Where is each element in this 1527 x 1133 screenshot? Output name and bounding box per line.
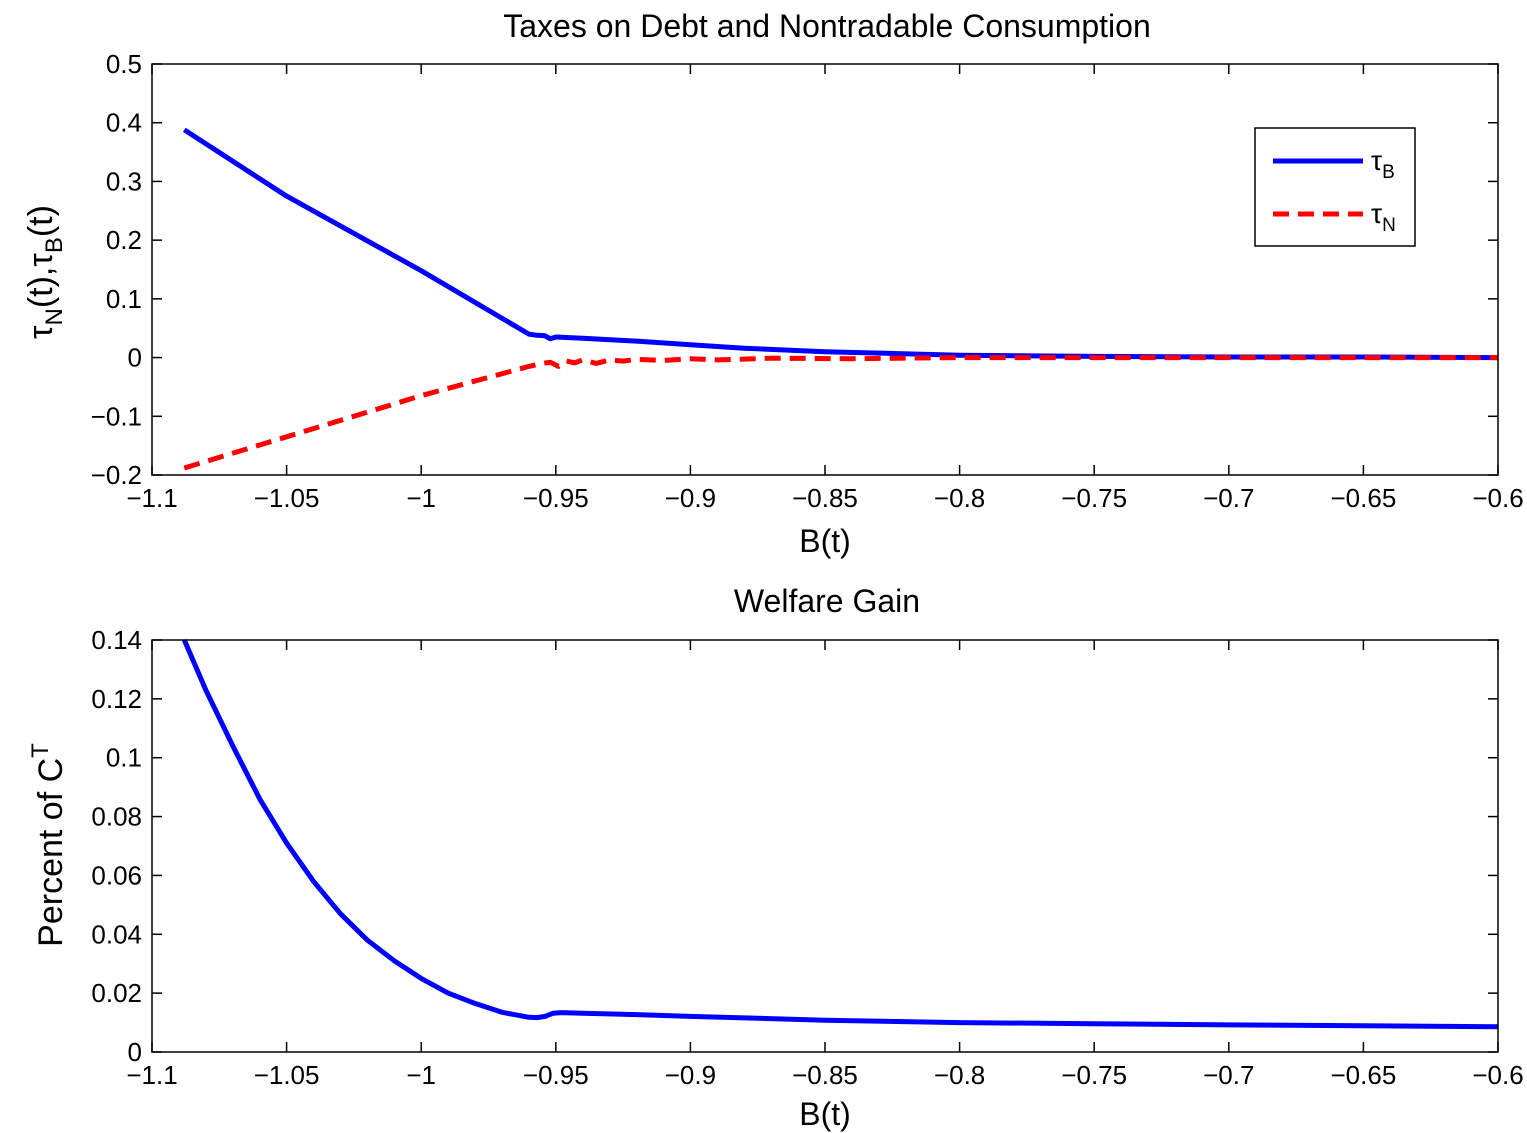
taxes-chart-ytick-label: 0.3 — [106, 166, 142, 196]
welfare-chart-xlabel: B(t) — [799, 1096, 851, 1132]
welfare-chart-xtick-label: −0.8 — [934, 1060, 985, 1090]
legend: τB τN — [1254, 127, 1416, 247]
taxes-chart-xtick-label: −1.1 — [126, 483, 177, 513]
taxes-chart-ytick-label: 0.1 — [106, 284, 142, 314]
welfare-chart-xtick-label: −1 — [406, 1060, 436, 1090]
legend-box — [1254, 127, 1416, 247]
taxes-chart-ytick-label: −0.1 — [91, 401, 142, 431]
welfare-chart-xtick-label: −0.75 — [1061, 1060, 1127, 1090]
taxes-chart-ytick-label: 0.2 — [106, 225, 142, 255]
welfare-chart-title: Welfare Gain — [734, 583, 920, 619]
legend-label-tau-n: τN — [1371, 198, 1396, 236]
welfare-chart-xtick-label: −0.65 — [1331, 1060, 1397, 1090]
taxes-chart-xtick-label: −0.6 — [1472, 483, 1523, 513]
welfare-chart-ytick-label: 0.1 — [106, 743, 142, 773]
welfare-chart-ytick-label: 0.08 — [91, 802, 142, 832]
welfare-chart-ytick-label: 0.06 — [91, 860, 142, 890]
taxes-chart-series-n-line — [183, 355, 1498, 471]
taxes-chart-xtick-label: −1 — [406, 483, 436, 513]
welfare-chart-xtick-label: −0.6 — [1472, 1060, 1523, 1090]
taxes-chart-ytick-label: 0.4 — [106, 108, 142, 138]
taxes-chart-xtick-label: −0.7 — [1203, 483, 1254, 513]
taxes-chart-ytick-label: 0.5 — [106, 49, 142, 79]
welfare-chart-xtick-label: −0.9 — [665, 1060, 716, 1090]
svg-text:τN(t),τB(t): τN(t),τB(t) — [22, 205, 68, 339]
welfare-chart: Welfare Gain B(t) Percent of CT −1.1 −1.0… — [27, 583, 1524, 1132]
welfare-chart-ytick-label: 0.02 — [91, 978, 142, 1008]
welfare-chart-xtick-label: −1.1 — [126, 1060, 177, 1090]
welfare-chart-ytick-label: 0.14 — [91, 625, 142, 655]
taxes-chart-xtick-label: −0.65 — [1331, 483, 1397, 513]
welfare-chart-xtick-label: −0.85 — [792, 1060, 858, 1090]
welfare-chart-xtick-label: −1.05 — [254, 1060, 320, 1090]
welfare-chart-ytick-label: 0.12 — [91, 684, 142, 714]
welfare-chart-series-0-line — [182, 639, 1499, 1030]
taxes-chart-xtick-label: −0.8 — [934, 483, 985, 513]
taxes-chart-xtick-label: −0.95 — [523, 483, 589, 513]
taxes-chart-xtick-label: −0.9 — [665, 483, 716, 513]
taxes-chart-axes-box — [151, 63, 1499, 476]
svg-text:Percent of CT: Percent of CT — [27, 743, 70, 947]
taxes-chart-xlabel: B(t) — [799, 523, 851, 559]
taxes-chart-ytick-label: −0.2 — [91, 460, 142, 490]
welfare-chart-xtick-label: −0.95 — [523, 1060, 589, 1090]
taxes-chart-xtick-label: −0.85 — [792, 483, 858, 513]
legend-label-tau-b: τB — [1371, 145, 1395, 183]
taxes-chart-xtick-label: −1.05 — [254, 483, 320, 513]
taxes-chart-ytick-label: 0 — [128, 343, 142, 373]
taxes-chart-xtick-label: −0.75 — [1061, 483, 1127, 513]
welfare-chart-ylabel: Percent of CT — [27, 743, 70, 947]
taxes-chart-title: Taxes on Debt and Nontradable Consumptio… — [503, 8, 1151, 44]
welfare-chart-axes-box — [151, 639, 1499, 1053]
welfare-chart-ytick-label: 0.04 — [91, 919, 142, 949]
taxes-chart-ylabel: τN(t),τB(t) — [22, 205, 68, 339]
welfare-chart-ytick-label: 0 — [128, 1037, 142, 1067]
welfare-chart-xtick-label: −0.7 — [1203, 1060, 1254, 1090]
taxes-chart: Taxes on Debt and Nontradable Consumptio… — [22, 8, 1524, 559]
